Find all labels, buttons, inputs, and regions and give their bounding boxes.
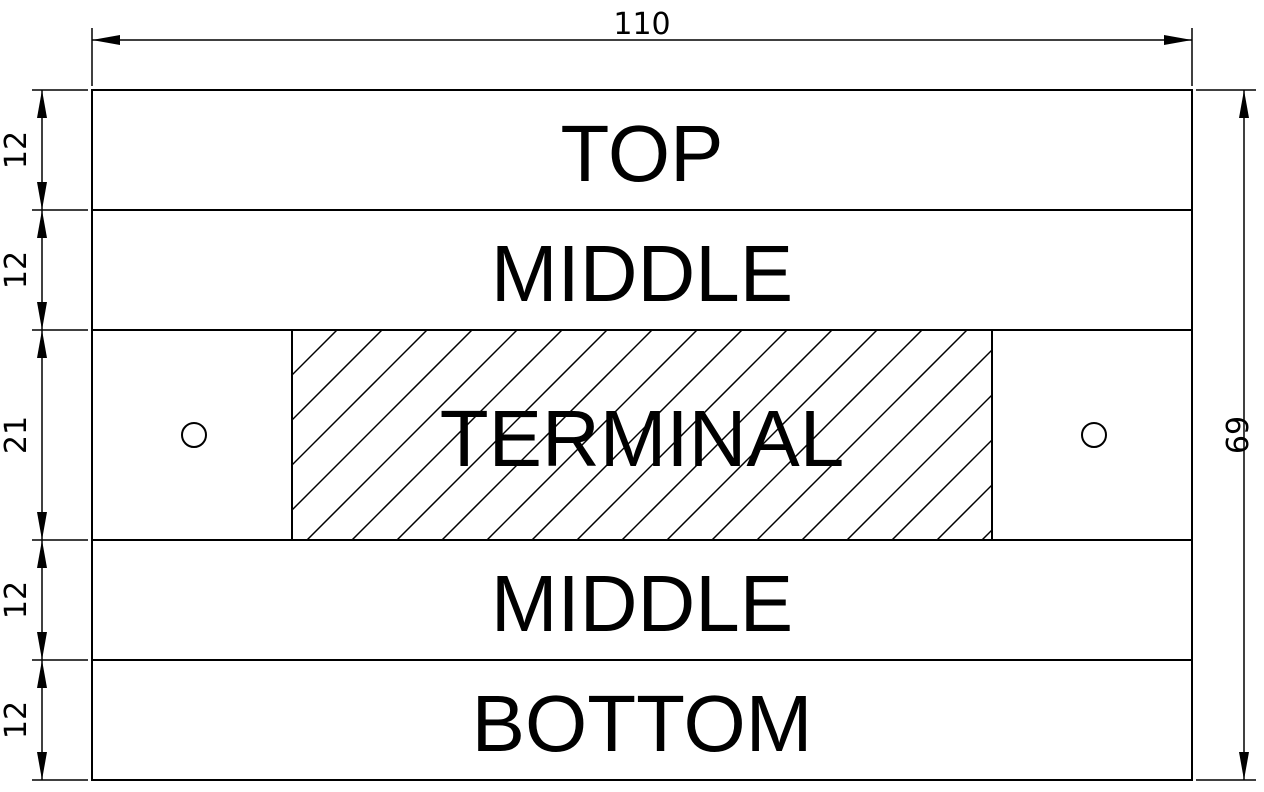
section-label-bottom: BOTTOM [472,679,813,768]
dim-middle-upper-section: 12 [0,210,47,330]
panel-outline [91,89,1193,781]
dim-terminal-section: 21 [0,330,47,540]
hatch-line [306,330,518,540]
hatch-line [486,330,698,540]
terminal-hatch-area [291,329,1237,541]
overall-height-value: 69 [1218,416,1253,454]
section-label-top: TOP [560,109,723,198]
hatch-line [531,330,743,540]
mounting-hole-left [181,422,207,448]
section-label-terminal: TERMINAL [440,394,845,483]
hatch-line [292,330,473,512]
arrowhead-down [1239,752,1249,780]
section-label-middle-upper: MIDDLE [491,229,793,318]
hatch-line [292,330,293,332]
section-label-middle-lower: MIDDLE [491,559,793,648]
arrowhead-right [1164,35,1192,45]
arrowhead-up [1239,90,1249,118]
dim-middle-lower-section: 12 [0,540,47,660]
dim-middle-lower-value: 12 [0,581,34,619]
dim-middle-upper-value: 12 [0,251,34,289]
hatch-line [576,330,788,540]
hatch-line [756,330,968,540]
hatch-line [396,330,608,540]
mounting-hole-right [1081,422,1107,448]
hatch-line [936,483,992,540]
hatch-line [711,330,923,540]
hatch-line [801,348,992,540]
hatch-line [846,393,992,540]
width-dimension: 110 [91,7,1193,86]
section-height-dimensions: 12 12 21 12 12 [0,89,88,781]
hatch-line [292,330,383,422]
dim-top-section: 12 [0,90,47,210]
dim-top-value: 12 [0,131,34,169]
hatch-line [441,330,653,540]
dim-bottom-value: 12 [0,701,34,739]
hatch-line [891,438,992,540]
height-dimension: 69 [1196,89,1256,781]
dim-terminal-value: 21 [0,416,34,454]
hatch-line [981,528,992,540]
hatch-line [292,330,338,377]
hatch-line [292,330,428,467]
hatch-line [1027,330,1237,540]
hatch-line [351,330,563,540]
arrowhead-left [92,35,120,45]
terminal-outline [291,329,993,541]
hatch-line [666,330,878,540]
hatch-line [621,330,833,540]
dim-bottom-section: 12 [0,660,47,780]
overall-width-value: 110 [613,7,670,42]
